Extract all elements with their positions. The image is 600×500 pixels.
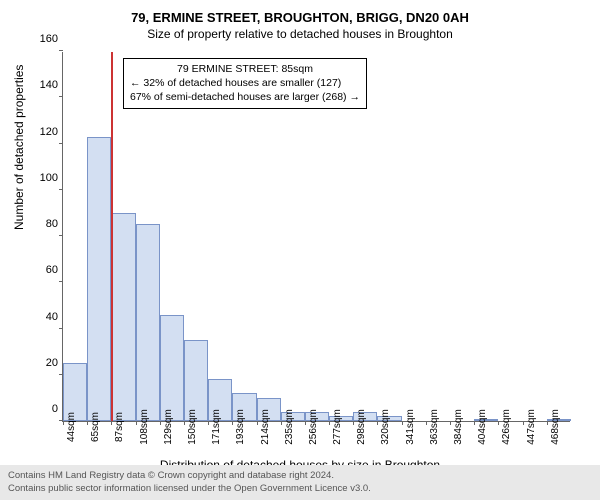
x-tick-mark xyxy=(160,421,161,425)
x-tick-label: 363sqm xyxy=(429,409,440,445)
x-tick-label: 108sqm xyxy=(139,409,150,445)
x-tick-mark xyxy=(498,421,499,425)
histogram-bar xyxy=(160,315,184,421)
annotation-line: 67% of semi-detached houses are larger (… xyxy=(130,90,360,104)
annotation-line: ← 32% of detached houses are smaller (12… xyxy=(130,76,360,90)
x-tick-label: 468sqm xyxy=(550,409,561,445)
y-tick-label: 120 xyxy=(40,126,58,138)
y-tick-label: 40 xyxy=(46,311,58,323)
x-tick-mark xyxy=(450,421,451,425)
x-tick-label: 171sqm xyxy=(211,409,222,445)
x-tick-mark xyxy=(547,421,548,425)
plot-area: 02040608010012014016044sqm65sqm87sqm108s… xyxy=(62,52,570,422)
x-tick-mark xyxy=(402,421,403,425)
y-tick-label: 100 xyxy=(40,172,58,184)
y-tick-mark xyxy=(59,50,63,51)
chart-title: 79, ERMINE STREET, BROUGHTON, BRIGG, DN2… xyxy=(0,0,600,25)
x-tick-mark xyxy=(305,421,306,425)
footer-line-1: Contains HM Land Registry data © Crown c… xyxy=(8,470,592,482)
x-tick-label: 298sqm xyxy=(356,409,367,445)
x-tick-label: 404sqm xyxy=(477,409,488,445)
y-tick-mark xyxy=(59,143,63,144)
y-tick-label: 140 xyxy=(40,79,58,91)
histogram-bar xyxy=(136,224,160,421)
y-tick-label: 20 xyxy=(46,357,58,369)
y-axis-label: Number of detached properties xyxy=(12,65,26,230)
x-tick-mark xyxy=(87,421,88,425)
x-tick-mark xyxy=(257,421,258,425)
annotation-line: 79 ERMINE STREET: 85sqm xyxy=(130,62,360,76)
chart-subtitle: Size of property relative to detached ho… xyxy=(0,25,600,41)
x-tick-label: 341sqm xyxy=(405,409,416,445)
x-tick-mark xyxy=(232,421,233,425)
x-tick-label: 384sqm xyxy=(453,409,464,445)
histogram-bar xyxy=(87,137,111,421)
y-tick-label: 0 xyxy=(52,403,58,415)
y-tick-mark xyxy=(59,189,63,190)
x-tick-mark xyxy=(63,421,64,425)
x-tick-label: 193sqm xyxy=(235,409,246,445)
y-tick-label: 60 xyxy=(46,264,58,276)
x-tick-mark xyxy=(111,421,112,425)
x-tick-mark xyxy=(474,421,475,425)
histogram-bar xyxy=(111,213,135,421)
x-tick-label: 150sqm xyxy=(187,409,198,445)
footer-line-2: Contains public sector information licen… xyxy=(8,483,592,495)
footer-attribution: Contains HM Land Registry data © Crown c… xyxy=(0,465,600,500)
x-tick-label: 277sqm xyxy=(332,409,343,445)
y-tick-label: 160 xyxy=(40,33,58,45)
y-tick-mark xyxy=(59,328,63,329)
x-tick-mark xyxy=(281,421,282,425)
x-tick-label: 129sqm xyxy=(163,409,174,445)
x-tick-label: 214sqm xyxy=(260,409,271,445)
x-tick-label: 235sqm xyxy=(284,409,295,445)
y-tick-label: 80 xyxy=(46,218,58,230)
x-tick-label: 447sqm xyxy=(526,409,537,445)
x-tick-mark xyxy=(184,421,185,425)
y-tick-mark xyxy=(59,96,63,97)
x-tick-label: 65sqm xyxy=(90,412,101,442)
property-indicator-line xyxy=(111,52,113,421)
annotation-box: 79 ERMINE STREET: 85sqm← 32% of detached… xyxy=(123,58,367,109)
x-tick-mark xyxy=(136,421,137,425)
property-size-chart: 79, ERMINE STREET, BROUGHTON, BRIGG, DN2… xyxy=(0,0,600,500)
x-tick-mark xyxy=(329,421,330,425)
x-tick-mark xyxy=(426,421,427,425)
y-tick-mark xyxy=(59,235,63,236)
x-tick-mark xyxy=(208,421,209,425)
y-tick-mark xyxy=(59,281,63,282)
x-tick-label: 44sqm xyxy=(66,412,77,442)
x-tick-mark xyxy=(377,421,378,425)
x-tick-mark xyxy=(523,421,524,425)
x-tick-label: 87sqm xyxy=(114,412,125,442)
x-tick-label: 426sqm xyxy=(501,409,512,445)
x-tick-label: 320sqm xyxy=(380,409,391,445)
x-tick-mark xyxy=(353,421,354,425)
x-tick-label: 256sqm xyxy=(308,409,319,445)
